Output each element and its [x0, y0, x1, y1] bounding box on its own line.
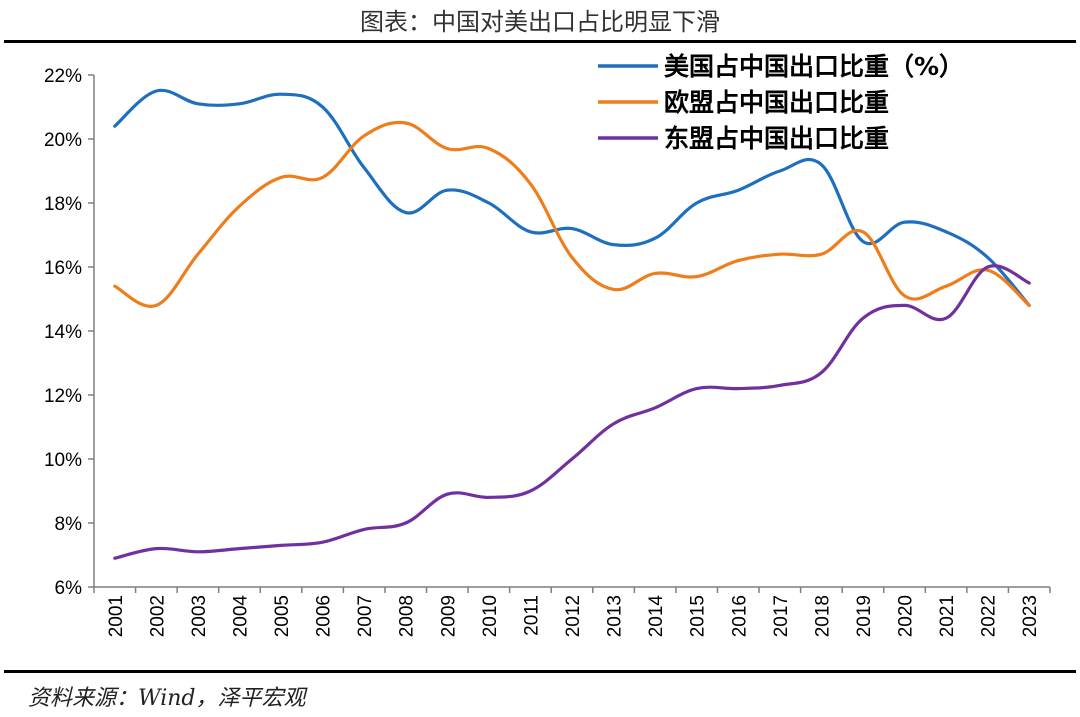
- x-tick-label: 2017: [771, 595, 792, 637]
- y-tick-label: 10%: [44, 450, 82, 471]
- y-tick-label: 12%: [44, 386, 82, 407]
- x-tick-label: 2005: [272, 595, 293, 637]
- x-tick-label: 2002: [147, 595, 168, 637]
- x-tick-label: 2009: [438, 595, 459, 637]
- x-tick-label: 2014: [646, 595, 667, 638]
- series-lines: [113, 88, 1031, 560]
- x-tick-label: 2018: [812, 595, 833, 637]
- us-share-line: [113, 88, 1031, 307]
- x-tick-label: 2008: [397, 595, 418, 637]
- x-tick-label: 2023: [1020, 595, 1041, 637]
- x-tick-label: 2004: [230, 595, 251, 638]
- y-tick-label: 20%: [44, 130, 82, 151]
- asean-share-line: [113, 264, 1031, 560]
- x-tick-label: 2019: [854, 595, 875, 637]
- y-tick-label: 14%: [44, 322, 82, 343]
- x-tick-label: 2010: [480, 595, 501, 637]
- eu-share-line: [113, 120, 1031, 308]
- y-tick-label: 8%: [55, 514, 83, 535]
- x-tick-label: 2011: [521, 595, 542, 636]
- bottom-rule: [4, 670, 1076, 673]
- x-tick-label: 2007: [355, 595, 376, 637]
- x-tick-label: 2001: [106, 595, 127, 637]
- x-axis-ticks: 2001 2002 2003 2004 2005 2006 2007 2008 2009 2010…: [93, 587, 1051, 638]
- x-tick-label: 2016: [729, 595, 750, 637]
- y-axis-ticks: 6% 8% 10% 12% 14% 16% 18% 20% 22%: [44, 66, 94, 599]
- x-tick-label: 2022: [979, 595, 1000, 637]
- x-tick-label: 2006: [314, 595, 335, 637]
- legend-item-us-label: 美国占中国出口比重（%）: [664, 52, 964, 81]
- y-tick-label: 16%: [44, 258, 82, 279]
- legend-item-asean-label: 东盟占中国出口比重: [664, 124, 889, 153]
- source-note: 资料来源：Wind，泽平宏观: [28, 686, 309, 711]
- x-tick-label: 2015: [688, 595, 709, 637]
- x-tick-label: 2020: [896, 595, 917, 637]
- y-tick-label: 6%: [55, 578, 83, 599]
- legend-item-eu-label: 欧盟占中国出口比重: [664, 88, 889, 117]
- top-rule: [4, 40, 1076, 43]
- x-tick-label: 2013: [605, 595, 626, 637]
- x-tick-label: 2003: [189, 595, 210, 637]
- chart-title: 图表：中国对美出口占比明显下滑: [360, 8, 720, 36]
- y-tick-label: 18%: [44, 194, 82, 215]
- x-tick-label: 2012: [563, 595, 584, 637]
- x-tick-label: 2021: [937, 595, 958, 637]
- y-tick-label: 22%: [44, 66, 82, 87]
